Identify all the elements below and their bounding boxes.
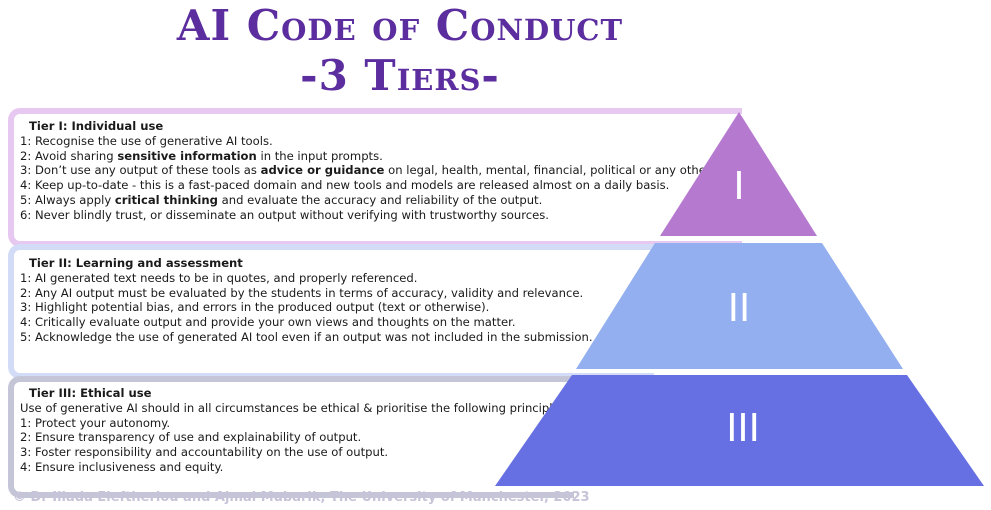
item-text: on legal, health, mental, financial, pol… bbox=[384, 163, 754, 178]
item-text: 2: Ensure transparency of use and explai… bbox=[20, 430, 362, 445]
tier-2-item: 1: AI generated text needs to be in quot… bbox=[20, 271, 593, 286]
tier-3-item: Use of generative AI should in all circu… bbox=[20, 401, 570, 416]
pyramid-tier-3 bbox=[495, 375, 984, 486]
emphasis-text: sensitive information bbox=[117, 148, 257, 163]
tier-1-item: 1: Recognise the use of generative AI to… bbox=[20, 134, 754, 149]
tier-3-box bbox=[8, 376, 574, 498]
item-text: 2: Any AI output must be evaluated by th… bbox=[20, 285, 584, 300]
tier-3-item: 3: Foster responsibility and accountabil… bbox=[20, 445, 570, 460]
item-text: 4: Ensure inclusiveness and equity. bbox=[20, 459, 224, 474]
tier-1-item: 6: Never blindly trust, or disseminate a… bbox=[20, 208, 754, 223]
item-text: 5: Acknowledge the use of generated AI t… bbox=[20, 329, 593, 344]
tier-2-item: 3: Highlight potential bias, and errors … bbox=[20, 300, 593, 315]
tier-2-heading: Tier II: Learning and assessment bbox=[29, 256, 243, 270]
tier-3-item: 2: Ensure transparency of use and explai… bbox=[20, 430, 570, 445]
page-title: AI Code of Conduct bbox=[176, 1, 624, 50]
item-text: 1: AI generated text needs to be in quot… bbox=[20, 270, 418, 285]
item-text: 4: Critically evaluate output and provid… bbox=[20, 315, 516, 330]
item-text: and evaluate the accuracy and reliabilit… bbox=[217, 192, 543, 207]
copyright-notice: © Dr Iliada Eleftheriou and Ajmal Mubari… bbox=[13, 490, 590, 505]
tier-3-item: 4: Ensure inclusiveness and equity. bbox=[20, 460, 570, 475]
item-text: 1: Recognise the use of generative AI to… bbox=[20, 133, 273, 148]
tier-1-text: Tier I: Individual use 1: Recognise the … bbox=[20, 119, 754, 223]
item-text: 1: Protect your autonomy. bbox=[20, 415, 171, 430]
item-text: 3: Don’t use any output of these tools a… bbox=[20, 163, 261, 178]
tier-3-item: 1: Protect your autonomy. bbox=[20, 416, 570, 431]
page-subtitle: -3 Tiers- bbox=[300, 51, 500, 100]
tier-2-numeral: II bbox=[727, 286, 751, 330]
item-text: 4: Keep up-to-date - this is a fast-pace… bbox=[20, 178, 670, 193]
item-text: 2: Avoid sharing bbox=[20, 148, 118, 163]
emphasis-text: critical thinking bbox=[114, 192, 218, 207]
item-text: Use of generative AI should in all circu… bbox=[20, 400, 570, 415]
tier-2-text: Tier II: Learning and assessment 1: AI g… bbox=[20, 256, 593, 345]
tier-1-item: 2: Avoid sharing sensitive information i… bbox=[20, 149, 754, 164]
item-text: 3: Foster responsibility and accountabil… bbox=[20, 445, 389, 460]
tier-3-text: Tier III: Ethical use Use of generative … bbox=[20, 386, 570, 475]
emphasis-text: advice or guidance bbox=[260, 163, 385, 178]
tier-2-item: 5: Acknowledge the use of generated AI t… bbox=[20, 330, 593, 345]
tier-2-item: 4: Critically evaluate output and provid… bbox=[20, 315, 593, 330]
pyramid-tier-1 bbox=[660, 112, 817, 236]
tier-3-numeral: III bbox=[726, 406, 760, 450]
tier-2-item: 2: Any AI output must be evaluated by th… bbox=[20, 286, 593, 301]
item-text: 3: Highlight potential bias, and errors … bbox=[20, 300, 490, 315]
item-text: 5: Always apply bbox=[20, 192, 115, 207]
tier-1-item: 5: Always apply critical thinking and ev… bbox=[20, 193, 754, 208]
pyramid-tier-2 bbox=[576, 243, 903, 369]
tier-1-numeral: I bbox=[733, 164, 745, 208]
item-text: in the input prompts. bbox=[256, 148, 383, 163]
tier-3-heading: Tier III: Ethical use bbox=[29, 386, 152, 400]
tier-1-heading: Tier I: Individual use bbox=[29, 119, 164, 133]
tier-1-item: 4: Keep up-to-date - this is a fast-pace… bbox=[20, 178, 754, 193]
tier-1-item: 3: Don’t use any output of these tools a… bbox=[20, 163, 754, 178]
item-text: 6: Never blindly trust, or disseminate a… bbox=[20, 207, 549, 222]
